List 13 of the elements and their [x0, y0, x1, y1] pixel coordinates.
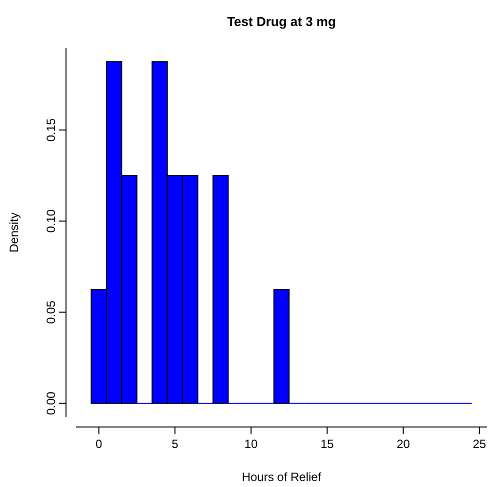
- y-tick-label: 0.10: [44, 209, 58, 233]
- x-axis-title: Hours of Relief: [242, 470, 322, 484]
- chart-title: Test Drug at 3 mg: [227, 14, 336, 29]
- x-tick-label: 20: [396, 437, 410, 451]
- y-tick-label: 0.00: [44, 391, 58, 416]
- x-tick-label: 5: [172, 437, 179, 451]
- y-axis-title: Density: [7, 212, 21, 253]
- x-tick-label: 25: [472, 437, 486, 451]
- x-tick-label: 0: [95, 437, 102, 451]
- x-tick-label: 15: [320, 437, 334, 451]
- y-tick-label: 0.15: [44, 118, 58, 142]
- x-tick-label: 10: [244, 437, 258, 451]
- y-tick-label: 0.05: [44, 300, 58, 324]
